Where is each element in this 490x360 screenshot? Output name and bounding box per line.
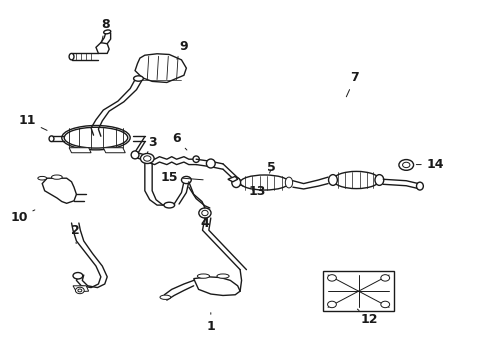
Ellipse shape bbox=[69, 53, 74, 60]
Ellipse shape bbox=[285, 177, 293, 188]
Text: 14: 14 bbox=[416, 158, 444, 171]
Text: 4: 4 bbox=[200, 217, 209, 230]
Ellipse shape bbox=[381, 275, 390, 281]
Ellipse shape bbox=[78, 289, 82, 292]
Polygon shape bbox=[228, 176, 238, 182]
Ellipse shape bbox=[328, 275, 336, 281]
Polygon shape bbox=[73, 286, 89, 292]
Ellipse shape bbox=[416, 182, 423, 190]
Text: 1: 1 bbox=[206, 313, 215, 333]
Polygon shape bbox=[135, 54, 186, 82]
Ellipse shape bbox=[104, 30, 111, 34]
Ellipse shape bbox=[141, 153, 154, 163]
Ellipse shape bbox=[197, 274, 210, 278]
Ellipse shape bbox=[73, 273, 83, 279]
Polygon shape bbox=[103, 148, 125, 153]
Ellipse shape bbox=[64, 127, 128, 148]
Text: 15: 15 bbox=[160, 171, 203, 184]
Ellipse shape bbox=[193, 156, 199, 162]
Polygon shape bbox=[96, 42, 109, 53]
Ellipse shape bbox=[381, 301, 390, 308]
Text: 11: 11 bbox=[18, 114, 47, 130]
Polygon shape bbox=[323, 271, 394, 311]
Ellipse shape bbox=[134, 76, 144, 81]
Ellipse shape bbox=[217, 274, 229, 278]
Text: 8: 8 bbox=[101, 18, 110, 43]
Ellipse shape bbox=[206, 159, 215, 168]
Text: 3: 3 bbox=[147, 136, 156, 153]
Ellipse shape bbox=[329, 175, 337, 185]
Ellipse shape bbox=[51, 175, 62, 179]
Ellipse shape bbox=[160, 295, 171, 300]
Ellipse shape bbox=[62, 126, 130, 150]
Text: 7: 7 bbox=[346, 71, 359, 97]
Text: 9: 9 bbox=[177, 40, 188, 59]
Ellipse shape bbox=[49, 136, 54, 141]
Text: 6: 6 bbox=[172, 132, 187, 150]
Polygon shape bbox=[42, 178, 76, 203]
Text: 5: 5 bbox=[268, 161, 276, 174]
Ellipse shape bbox=[232, 177, 241, 188]
Text: 12: 12 bbox=[357, 309, 378, 327]
Ellipse shape bbox=[75, 287, 84, 294]
Ellipse shape bbox=[403, 162, 410, 168]
Ellipse shape bbox=[181, 176, 191, 184]
Polygon shape bbox=[194, 277, 240, 296]
Ellipse shape bbox=[202, 210, 208, 216]
Ellipse shape bbox=[38, 176, 47, 180]
Ellipse shape bbox=[375, 175, 384, 185]
Text: 13: 13 bbox=[241, 185, 266, 198]
Ellipse shape bbox=[164, 202, 174, 208]
Ellipse shape bbox=[144, 156, 151, 161]
Polygon shape bbox=[69, 148, 91, 153]
Ellipse shape bbox=[240, 175, 289, 190]
Ellipse shape bbox=[328, 301, 336, 308]
Ellipse shape bbox=[131, 151, 139, 159]
Ellipse shape bbox=[399, 159, 414, 170]
Ellipse shape bbox=[199, 208, 211, 218]
Text: 2: 2 bbox=[71, 224, 79, 244]
Text: 10: 10 bbox=[10, 210, 35, 224]
Ellipse shape bbox=[333, 171, 380, 189]
